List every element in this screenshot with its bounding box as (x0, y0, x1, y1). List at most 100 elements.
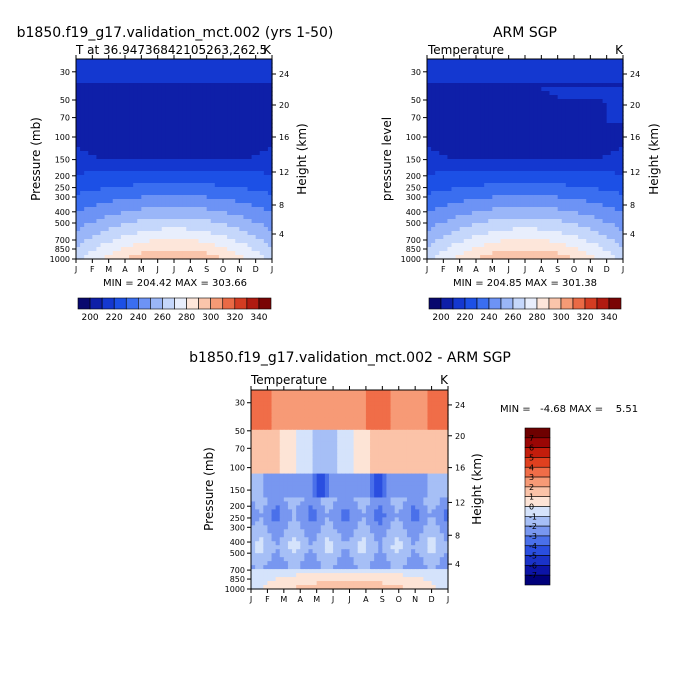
obs-cell (557, 135, 563, 140)
model-cell (161, 147, 167, 152)
obs-cell (512, 127, 518, 132)
model-cell (165, 255, 171, 260)
obs-cell (541, 75, 547, 80)
model-cell (210, 107, 216, 112)
model-cell (210, 159, 216, 164)
model-cell (251, 215, 257, 220)
obs-cell (500, 103, 506, 108)
model-cell (100, 59, 106, 64)
obs-cell (582, 135, 587, 140)
obs-cell (541, 223, 547, 228)
model-cell (214, 187, 220, 192)
model-cell (157, 187, 163, 192)
obs-cell (537, 251, 542, 256)
obs-cell (484, 191, 489, 196)
model-cell (214, 159, 220, 164)
obs-cell (578, 223, 583, 228)
obs-cell (463, 207, 469, 212)
obs-cell (557, 251, 563, 256)
model-cell (210, 187, 216, 192)
model-cell (125, 179, 130, 184)
model-cell (251, 171, 257, 176)
model-cell (145, 239, 151, 244)
model-cell (133, 147, 138, 152)
model-cell (104, 159, 110, 164)
obs-cell (439, 215, 444, 220)
model-cell (231, 211, 236, 216)
model-cell (169, 95, 175, 100)
obs-cell (565, 171, 571, 176)
obs-cell (614, 83, 620, 88)
model-cell (169, 139, 175, 144)
obs-cell (484, 91, 489, 96)
model-x-tick-label: A (122, 265, 128, 274)
model-cell (259, 155, 265, 160)
model-cell (251, 235, 257, 240)
obs-cell (578, 91, 583, 96)
obs-cell (512, 187, 518, 192)
obs-cell (467, 255, 473, 260)
model-cell (104, 71, 110, 76)
model-cell (243, 91, 249, 96)
obs-cell (439, 103, 444, 108)
model-cell (149, 179, 155, 184)
obs-cell (594, 231, 600, 236)
obs-cell (520, 83, 526, 88)
obs-cell (541, 175, 547, 180)
model-cell (129, 119, 134, 124)
model-cell (129, 163, 134, 168)
obs-cell (431, 211, 436, 216)
obs-cell (427, 195, 432, 200)
model-cell (227, 207, 232, 212)
model-cell (243, 59, 249, 64)
obs-cell (602, 235, 608, 240)
obs-cell (618, 243, 624, 248)
obs-cell (586, 195, 591, 200)
obs-cell (435, 75, 440, 80)
model-cell (161, 215, 167, 220)
model-cell (96, 143, 102, 148)
model-cell (243, 139, 249, 144)
model-cell (141, 87, 147, 92)
model-cell (129, 95, 134, 100)
model-cell (149, 183, 155, 188)
model-cell (210, 175, 216, 180)
obs-cell (451, 139, 457, 144)
model-cell (243, 239, 249, 244)
model-colorbar-swatch (222, 297, 236, 310)
obs-cell (463, 187, 469, 192)
obs-cell (529, 75, 534, 80)
obs-cell (459, 91, 465, 96)
obs-cell (471, 119, 477, 124)
model-cell (227, 235, 232, 240)
obs-cell (590, 175, 596, 180)
obs-cell (459, 231, 465, 236)
obs-cell (582, 151, 587, 156)
model-pressure-tick-label: 700 (55, 236, 70, 245)
obs-cell (476, 235, 481, 240)
model-cell (174, 83, 179, 88)
model-cell (165, 251, 171, 256)
model-cell (174, 139, 179, 144)
model-cell (100, 131, 106, 136)
model-cell (157, 199, 163, 204)
model-cell (112, 163, 118, 168)
obs-cell (598, 239, 604, 244)
obs-cell (512, 131, 518, 136)
obs-cell (455, 59, 461, 64)
model-cell (116, 159, 122, 164)
model-cell (141, 231, 147, 236)
model-cell (112, 227, 118, 232)
model-height-tick-label: 4 (279, 230, 284, 239)
model-cell (202, 119, 208, 124)
model-cell (112, 215, 118, 220)
obs-cell (439, 243, 444, 248)
model-cell (169, 243, 175, 248)
model-cell (182, 183, 187, 188)
obs-cell (582, 119, 587, 124)
model-cell (186, 163, 191, 168)
model-cell (243, 107, 249, 112)
model-cell (190, 179, 196, 184)
model-cell (182, 147, 187, 152)
model-cell (178, 79, 183, 84)
